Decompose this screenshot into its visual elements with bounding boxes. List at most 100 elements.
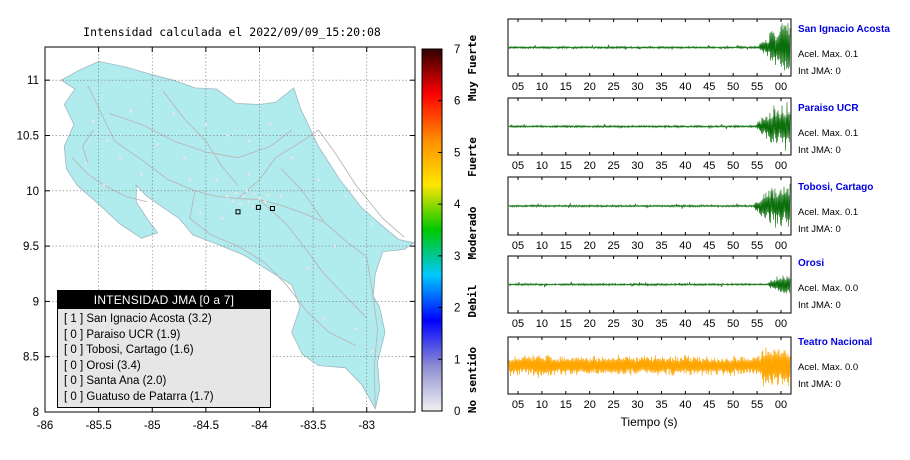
station-jma-intensity: Int JMA: 0 bbox=[798, 300, 841, 311]
waveform-frame bbox=[507, 97, 792, 156]
waveform-tick-label: 40 bbox=[679, 318, 691, 330]
waveform-trace-group: 05 10 15 20 25 30 35 40 45 50 55 00 bbox=[507, 176, 792, 252]
legend-item: [ 0 ] Santa Ana (2.0) bbox=[64, 375, 167, 388]
waveform-tick-label: 40 bbox=[679, 81, 691, 93]
y-tick-label: 8 bbox=[33, 407, 39, 419]
town-marker bbox=[370, 349, 374, 353]
colorbar-tick-label: 0 bbox=[454, 406, 460, 418]
waveform-tick-label: 55 bbox=[751, 81, 763, 93]
x-tick-label: -83.5 bbox=[300, 420, 326, 432]
town-marker bbox=[306, 266, 310, 270]
town-marker bbox=[247, 139, 251, 143]
y-tick-label: 10 bbox=[26, 186, 39, 198]
road-line bbox=[280, 168, 325, 223]
town-marker bbox=[251, 204, 255, 208]
station-max-accel: Acel. Max. 0.0 bbox=[798, 362, 859, 373]
waveform-trace bbox=[508, 23, 791, 71]
station-name: San Ignacio Acosta bbox=[798, 24, 890, 35]
x-tick-label: -85 bbox=[144, 420, 161, 432]
town-marker bbox=[188, 178, 192, 182]
colorbar-category-label: Muy Fuerte bbox=[466, 35, 479, 102]
town-marker bbox=[129, 109, 133, 113]
town-marker bbox=[354, 327, 358, 331]
waveform-tick-label: 10 bbox=[536, 318, 548, 330]
road-line bbox=[82, 129, 94, 164]
waveform-tick-label: 20 bbox=[584, 240, 596, 252]
legend-item: [ 0 ] Tobosi, Cartago (1.6) bbox=[64, 344, 194, 357]
waveform-trace bbox=[508, 275, 791, 294]
station-marker bbox=[235, 209, 241, 215]
colorbar-tick-label: 5 bbox=[454, 147, 460, 159]
colorbar-tick-label: 7 bbox=[454, 44, 460, 56]
waveform-trace bbox=[508, 102, 791, 151]
town-marker bbox=[231, 200, 235, 204]
town-marker bbox=[199, 211, 202, 215]
y-tick-label: 9.5 bbox=[23, 241, 39, 253]
legend-item: [ 0 ] Paraiso UCR (1.9) bbox=[64, 328, 181, 341]
town-marker bbox=[156, 142, 160, 146]
station-marker bbox=[269, 206, 275, 211]
waveform-tick-label: 05 bbox=[512, 318, 524, 330]
waveform-tick-label: 20 bbox=[584, 160, 596, 172]
waveform-tick-label: 45 bbox=[703, 240, 715, 252]
waveform-tick-label: 25 bbox=[608, 160, 620, 172]
waveform-tick-label: 15 bbox=[560, 160, 572, 172]
town-marker bbox=[225, 194, 229, 198]
waveform-tick-label: 00 bbox=[775, 399, 787, 411]
waveform-tick-label: 10 bbox=[536, 81, 548, 93]
waveform-frame bbox=[507, 336, 792, 395]
colorbar-category-label: No sentido bbox=[466, 347, 479, 414]
colorbar-tick-label: 3 bbox=[454, 251, 460, 263]
station-max-accel: Acel. Max. 0.0 bbox=[798, 283, 859, 294]
waveform-tick-label: 40 bbox=[679, 240, 691, 252]
town-marker bbox=[258, 197, 261, 200]
town-marker bbox=[370, 222, 374, 226]
waveform-tick-label: 55 bbox=[751, 160, 763, 172]
map-frame bbox=[44, 46, 416, 413]
town-marker bbox=[333, 244, 336, 248]
waveform-tick-label: 25 bbox=[608, 399, 620, 411]
waveform-tick-label: 55 bbox=[751, 240, 763, 252]
town-marker bbox=[247, 172, 251, 176]
station-marker bbox=[255, 204, 261, 210]
station-jma-intensity: Int JMA: 0 bbox=[798, 145, 841, 156]
colorbar-tick-label: 6 bbox=[454, 96, 460, 108]
waveform-tick-label: 10 bbox=[536, 160, 548, 172]
road-line bbox=[162, 90, 239, 186]
waveform-tick-label: 40 bbox=[679, 160, 691, 172]
station-max-accel: Acel. Max. 0.1 bbox=[798, 128, 859, 139]
town-marker bbox=[279, 194, 283, 198]
road-line bbox=[87, 85, 378, 407]
waveform-tick-label: 50 bbox=[727, 81, 739, 93]
colorbar-tick-label: 4 bbox=[454, 199, 461, 211]
waveform-panel: 05 10 15 20 25 30 35 40 45 50 55 00 05 10 15 20 25 30 35 40… bbox=[507, 18, 792, 429]
waveform-tick-label: 50 bbox=[727, 240, 739, 252]
waveform-tick-label: 25 bbox=[608, 81, 620, 93]
waveform-tick-label: 50 bbox=[727, 399, 739, 411]
waveform-tick-label: 50 bbox=[727, 160, 739, 172]
town-marker bbox=[317, 178, 320, 182]
waveform-tick-label: 35 bbox=[655, 160, 667, 172]
colorbar: 0 1 2 3 4 5 6 7 No sentido Debil Moderado Fuerte Muy… bbox=[421, 35, 479, 418]
town-marker bbox=[91, 119, 95, 123]
station-max-accel: Acel. Max. 0.1 bbox=[798, 207, 859, 218]
town-marker bbox=[215, 178, 219, 182]
waveform-tick-label: 50 bbox=[727, 318, 739, 330]
town-marker bbox=[266, 193, 270, 197]
legend-item: [ 0 ] Guatuso de Patarra (1.7) bbox=[64, 390, 214, 403]
town-marker bbox=[322, 316, 326, 320]
waveform-tick-label: 15 bbox=[560, 81, 572, 93]
x-tick-label: -83 bbox=[358, 420, 375, 432]
x-tick-label: -86 bbox=[37, 420, 54, 432]
road-line bbox=[259, 199, 368, 319]
waveform-tick-label: 55 bbox=[751, 399, 763, 411]
town-marker bbox=[220, 217, 224, 220]
waveform-tick-label: 15 bbox=[560, 399, 572, 411]
waveform-tick-label: 00 bbox=[775, 81, 787, 93]
waveform-tick-label: 00 bbox=[775, 160, 787, 172]
waveform-tick-label: 20 bbox=[584, 318, 596, 330]
town-marker bbox=[204, 123, 208, 126]
waveform-tick-label: 45 bbox=[703, 160, 715, 172]
colorbar-category-label: Debil bbox=[466, 284, 479, 317]
